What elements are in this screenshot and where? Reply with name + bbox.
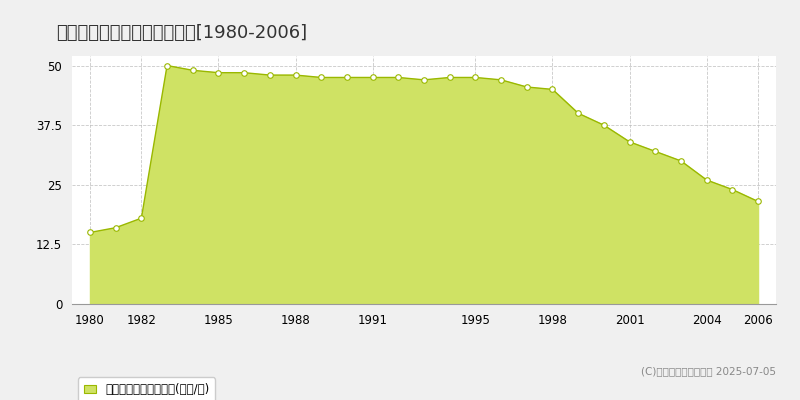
Point <box>263 72 276 78</box>
Point <box>135 215 148 221</box>
Point <box>289 72 302 78</box>
Point <box>212 70 225 76</box>
Point <box>469 74 482 81</box>
Point <box>366 74 379 81</box>
Point <box>83 229 96 236</box>
Text: 和歌山市福島　公示地価推移[1980-2006]: 和歌山市福島 公示地価推移[1980-2006] <box>56 24 307 42</box>
Legend: 公示地価　平均坪単価(万円/坪): 公示地価 平均坪単価(万円/坪) <box>78 378 215 400</box>
Point <box>649 148 662 154</box>
Point <box>572 110 585 116</box>
Point <box>238 70 250 76</box>
Point <box>315 74 328 81</box>
Point <box>726 186 738 193</box>
Point <box>623 139 636 145</box>
Point <box>418 77 430 83</box>
Point <box>494 77 507 83</box>
Point <box>520 84 533 90</box>
Point <box>674 158 687 164</box>
Point <box>110 224 122 231</box>
Point <box>443 74 456 81</box>
Point <box>598 122 610 128</box>
Point <box>186 67 199 74</box>
Text: (C)土地価格ドットコム 2025-07-05: (C)土地価格ドットコム 2025-07-05 <box>641 366 776 376</box>
Point <box>700 177 713 183</box>
Point <box>161 62 174 69</box>
Point <box>341 74 354 81</box>
Point <box>392 74 405 81</box>
Point <box>752 198 765 205</box>
Point <box>546 86 559 92</box>
